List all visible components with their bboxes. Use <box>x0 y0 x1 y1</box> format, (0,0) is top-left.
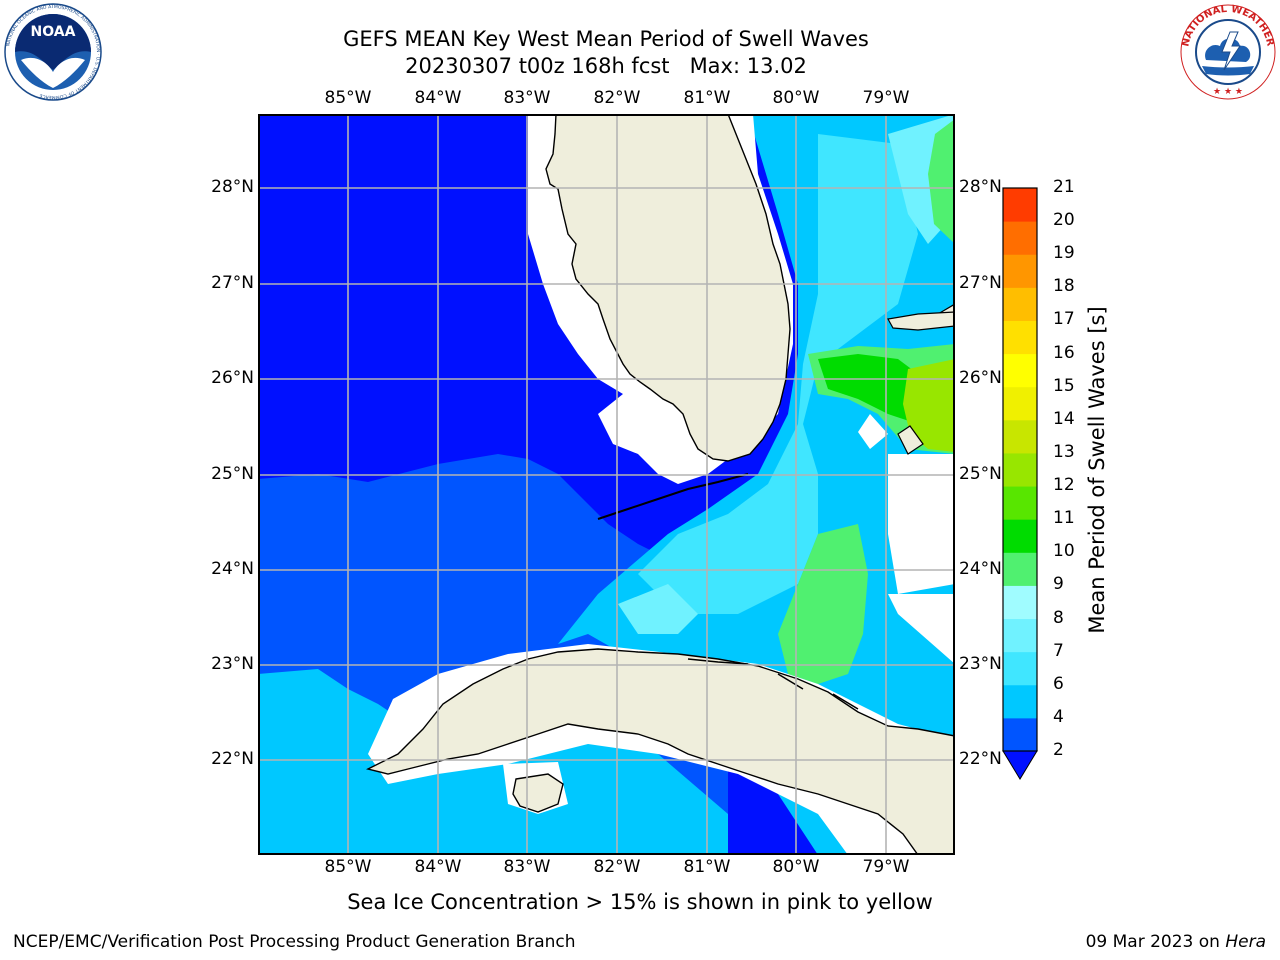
lat-tick-right: 25°N <box>959 464 1002 484</box>
colorbar-segment <box>1003 320 1037 355</box>
colorbar-segment <box>1003 651 1037 686</box>
colorbar-segment <box>1003 684 1037 719</box>
run-date: 09 Mar 2023 on Hera <box>1086 932 1266 952</box>
lat-tick-left: 28°N <box>211 177 254 197</box>
lon-tick-top: 79°W <box>862 88 910 108</box>
noaa-logo-icon: NOAA NATIONAL OCEANIC AND ATMOSPHERIC AD… <box>4 3 102 101</box>
colorbar-tick: 7 <box>1053 640 1064 661</box>
colorbar-tick: 8 <box>1053 607 1064 628</box>
lat-tick-left: 22°N <box>211 749 254 769</box>
colorbar-tick: 4 <box>1053 706 1064 727</box>
land-florida <box>545 114 791 462</box>
lat-tick-left: 24°N <box>211 559 254 579</box>
colorbar-segment <box>1003 419 1037 454</box>
lon-tick-bottom: 84°W <box>414 857 462 877</box>
colorbar-segment <box>1003 618 1037 653</box>
run-date-text: 09 Mar 2023 on <box>1085 932 1226 952</box>
map-title: GEFS MEAN Key West Mean Period of Swell … <box>343 27 869 51</box>
contour-9-10-south <box>778 524 868 684</box>
no-data-bahamas <box>858 414 955 664</box>
map-grid <box>258 114 955 855</box>
nws-logo-icon: NATIONAL WEATHER SERVICE ★ ★ ★ <box>1178 2 1276 100</box>
colorbar-tick: 11 <box>1053 508 1075 529</box>
lat-tick-right: 27°N <box>959 273 1002 293</box>
lat-tick-right: 28°N <box>959 177 1002 197</box>
colorbar-segment <box>1003 585 1037 620</box>
lat-tick-right: 22°N <box>959 749 1002 769</box>
colorbar-segment <box>1003 386 1037 421</box>
colorbar-segment <box>1003 519 1037 553</box>
colorbar-tick: 14 <box>1053 408 1075 429</box>
contour-9-10-north <box>928 119 955 244</box>
lat-tick-left: 26°N <box>211 368 254 388</box>
colorbar-tick: 20 <box>1053 210 1075 231</box>
lat-tick-right: 24°N <box>959 559 1002 579</box>
colorbar-segment <box>1003 254 1037 288</box>
colorbar-segment <box>1003 552 1037 586</box>
land-grand-bahama <box>887 311 955 331</box>
lon-tick-top: 81°W <box>683 88 731 108</box>
lat-tick-left: 27°N <box>211 273 254 293</box>
contour-6-7 <box>638 134 918 614</box>
host-name: Hera <box>1225 932 1266 952</box>
land-cuba <box>365 648 955 855</box>
colorbar-segment <box>1003 452 1037 487</box>
contour-12-13 <box>903 359 955 452</box>
colorbar-tick: 9 <box>1053 574 1064 595</box>
colorbar-segment <box>1003 287 1037 321</box>
lon-tick-bottom: 82°W <box>593 857 641 877</box>
noaa-logo-text: NOAA <box>31 24 76 40</box>
colorbar-tick: 16 <box>1053 342 1075 363</box>
credit-text: NCEP/EMC/Verification Post Processing Pr… <box>13 932 576 952</box>
lon-tick-top: 83°W <box>503 88 551 108</box>
colorbar-tick: 6 <box>1053 673 1064 694</box>
lat-tick-left: 25°N <box>211 464 254 484</box>
lon-tick-top: 84°W <box>414 88 462 108</box>
lat-tick-right: 23°N <box>959 654 1002 674</box>
lon-tick-bottom: 85°W <box>324 857 372 877</box>
colorbar-segment <box>1003 221 1037 255</box>
colorbar-segment <box>1003 486 1037 520</box>
lat-tick-right: 26°N <box>959 368 1002 388</box>
colorbar-tick: 17 <box>1053 309 1075 330</box>
colorbar-segment <box>1003 188 1037 222</box>
colorbar-tick: 18 <box>1053 276 1075 297</box>
lon-tick-top: 80°W <box>772 88 820 108</box>
colorbar-tick: 21 <box>1053 177 1075 197</box>
colorbar-segment <box>1003 717 1037 752</box>
colorbar-label: Mean Period of Swell Waves [s] <box>1085 306 1109 634</box>
lon-tick-bottom: 79°W <box>862 857 910 877</box>
svg-text:★ ★ ★: ★ ★ ★ <box>1213 87 1243 97</box>
colorbar-tick: 13 <box>1053 441 1075 462</box>
keys-coastline <box>597 473 749 520</box>
colorbar <box>1002 187 1038 780</box>
map-frame <box>258 114 955 855</box>
cuba-north-cays <box>687 658 859 710</box>
colorbar-segment <box>1003 353 1037 388</box>
lon-tick-bottom: 80°W <box>772 857 820 877</box>
swell-period-map <box>258 114 955 855</box>
colorbar-tick: 12 <box>1053 475 1075 496</box>
lon-tick-bottom: 83°W <box>503 857 551 877</box>
colorbar-tick: 2 <box>1053 740 1064 760</box>
colorbar-tick: 19 <box>1053 243 1075 264</box>
lat-tick-left: 23°N <box>211 654 254 674</box>
sea-ice-note: Sea Ice Concentration > 15% is shown in … <box>347 890 933 914</box>
land-isla-juventud <box>512 773 564 813</box>
map-subtitle: 20230307 t00z 168h fcst Max: 13.02 <box>405 54 807 78</box>
lon-tick-top: 82°W <box>593 88 641 108</box>
lon-tick-top: 85°W <box>324 88 372 108</box>
lon-tick-bottom: 81°W <box>683 857 731 877</box>
contour-7-8 <box>618 114 955 634</box>
colorbar-tick: 10 <box>1053 541 1075 562</box>
colorbar-tick: 15 <box>1053 375 1075 396</box>
